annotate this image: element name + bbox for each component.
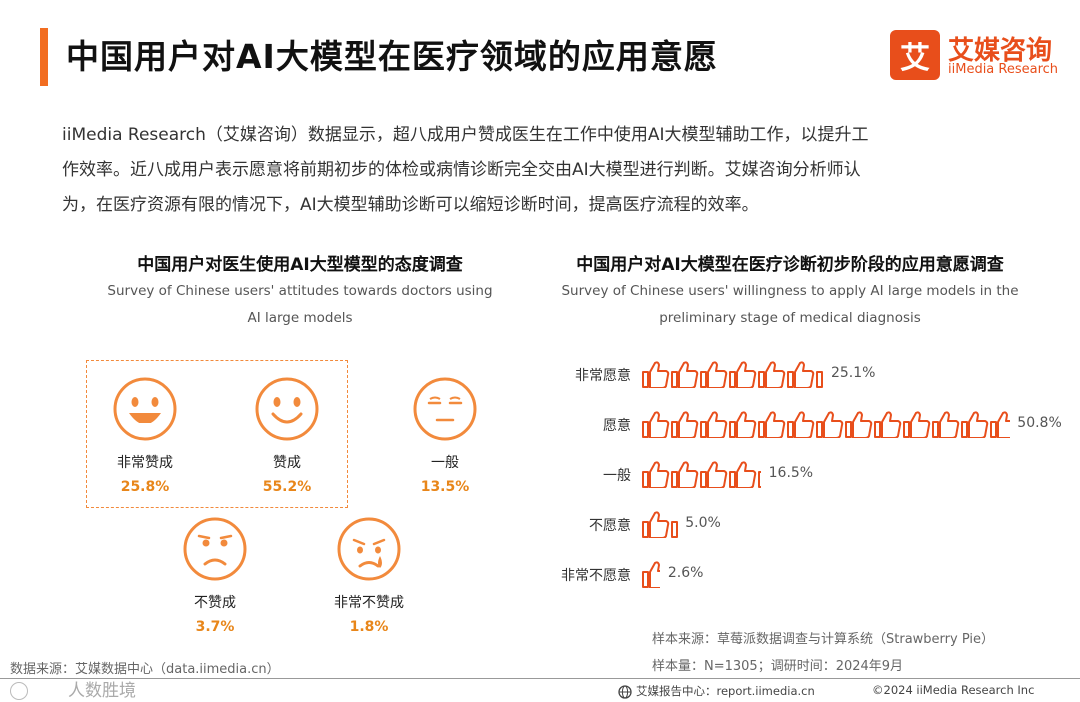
thumbs-up-icon	[642, 561, 660, 588]
thumbs-up-icon	[758, 411, 786, 438]
face-value-label: 1.8%	[349, 619, 389, 635]
face-category-label: 非常不赞成	[334, 595, 404, 611]
intro-line-3: 为，在医疗资源有限的情况下，AI大模型辅助诊断可以缩短诊断时间，提高医疗流程的效…	[62, 195, 759, 215]
logo-en-text: iiMedia Research	[948, 62, 1059, 77]
right-chart-subtitle-line-1: Survey of Chinese users' willingness to …	[561, 283, 1019, 299]
thumbs-up-icon	[729, 361, 757, 388]
face-value-label: 13.5%	[420, 479, 470, 495]
row-category-label: 非常不愿意	[561, 568, 631, 584]
crying-face-icon	[336, 516, 402, 582]
row-value-label: 5.0%	[685, 515, 721, 531]
thumbs-up-icon	[932, 411, 960, 438]
watermark-text: 人数胜境	[10, 676, 136, 701]
thumbs-up-icon	[700, 361, 728, 388]
thumbs-up-icon	[729, 411, 757, 438]
thumbs-up-icon	[671, 521, 678, 538]
face-value-label: 3.7%	[195, 619, 235, 635]
copyright: ©2024 iiMedia Research Inc	[872, 683, 1035, 697]
report-center-text: 艾媒报告中心：report.iimedia.cn	[636, 684, 815, 698]
globe-icon	[618, 684, 632, 699]
logo-cn-text: 艾媒咨询	[948, 36, 1053, 66]
thumbs-up-icon	[642, 361, 670, 388]
thumbs-up-icon	[671, 411, 699, 438]
thumbs-up-icon	[816, 371, 823, 388]
thumbs-up-icon	[671, 361, 699, 388]
row-value-label: 2.6%	[667, 565, 704, 581]
row-category-label: 一般	[603, 468, 631, 484]
row-value-label: 16.5%	[768, 465, 814, 481]
laughing-face-icon	[112, 376, 178, 442]
face-category-label: 一般	[431, 455, 459, 471]
left-chart-title: 中国用户对医生使用AI大型模型的态度调查	[137, 255, 463, 275]
face-value-label: 55.2%	[262, 479, 312, 495]
thumbs-bar	[642, 511, 678, 538]
thumbs-up-icon	[787, 361, 815, 388]
thumbs-up-icon	[642, 411, 670, 438]
frowning-face-icon	[182, 516, 248, 582]
sample-source: 样本来源：草莓派数据调查与计算系统（Strawberry Pie）	[652, 632, 994, 647]
thumbs-up-icon	[700, 411, 728, 438]
face-category-label: 非常赞成	[117, 455, 173, 471]
thumbs-up-icon	[874, 411, 902, 438]
left-chart-subtitle-line-2: AI large models	[247, 310, 353, 326]
sample-size: 样本量：N=1305；调研时间：2024年9月	[652, 659, 904, 674]
right-chart-subtitle-line-2: preliminary stage of medical diagnosis	[659, 310, 921, 326]
face-category-label: 赞成	[273, 455, 301, 471]
intro-line-2: 作效率。近八成用户表示愿意将前期初步的体检或病情诊断完全交由AI大模型进行判断。…	[62, 160, 861, 180]
thumbs-up-icon	[729, 461, 757, 488]
row-value-label: 25.1%	[830, 365, 876, 381]
thumbs-up-icon	[990, 411, 1010, 438]
neutral-face-icon	[412, 376, 478, 442]
thumbs-up-icon	[816, 411, 844, 438]
right-chart-title: 中国用户对AI大模型在医疗诊断初步阶段的应用意愿调查	[576, 255, 1004, 275]
watermark-label: 人数胜境	[68, 681, 136, 701]
thumbs-bar	[642, 561, 660, 588]
approval-group-box	[86, 360, 348, 508]
row-category-label: 不愿意	[589, 518, 631, 534]
brand-logo: 艾 艾媒咨询 iiMedia Research	[890, 30, 1062, 82]
thumbs-up-icon	[700, 461, 728, 488]
thumbs-bar	[642, 361, 823, 388]
left-chart-subtitle: Survey of Chinese users' attitudes towar…	[60, 278, 540, 332]
smiling-face-icon	[254, 376, 320, 442]
row-category-label: 愿意	[603, 418, 631, 434]
face-value-label: 25.8%	[120, 479, 170, 495]
thumbs-up-icon	[642, 511, 670, 538]
right-chart-subtitle: Survey of Chinese users' willingness to …	[520, 278, 1060, 332]
row-value-label: 50.8%	[1017, 415, 1062, 431]
left-chart-subtitle-line-1: Survey of Chinese users' attitudes towar…	[107, 283, 493, 299]
title-accent-bar	[40, 28, 48, 86]
data-source: 数据来源：艾媒数据中心（data.iimedia.cn）	[10, 662, 280, 677]
thumbs-up-icon	[758, 471, 761, 488]
thumbs-up-icon	[961, 411, 989, 438]
watermark-mark	[10, 682, 28, 700]
report-center: 艾媒报告中心：report.iimedia.cn	[618, 683, 815, 699]
thumbs-up-icon	[903, 411, 931, 438]
thumbs-up-icon	[758, 361, 786, 388]
thumbs-bar	[642, 461, 761, 488]
row-category-label: 非常愿意	[575, 368, 631, 384]
thumbs-up-icon	[671, 461, 699, 488]
face-category-label: 不赞成	[194, 595, 236, 611]
intro-line-1: iiMedia Research（艾媒咨询）数据显示，超八成用户赞成医生在工作中…	[62, 125, 869, 145]
thumbs-up-icon	[787, 411, 815, 438]
page-title: 中国用户对AI大模型在医疗领域的应用意愿	[66, 37, 718, 76]
logo-mark: 艾	[890, 30, 940, 80]
thumbs-up-icon	[845, 411, 873, 438]
footer-divider	[0, 678, 1080, 679]
thumbs-up-icon	[642, 461, 670, 488]
thumbs-bar	[642, 411, 1010, 438]
